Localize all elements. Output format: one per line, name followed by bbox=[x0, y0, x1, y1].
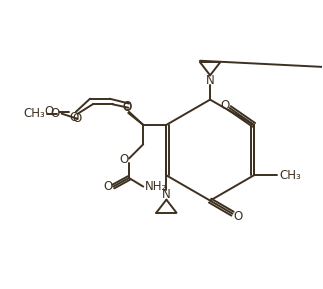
Text: O: O bbox=[103, 180, 113, 193]
Text: NH₂: NH₂ bbox=[145, 180, 167, 193]
Text: O: O bbox=[119, 153, 128, 166]
Text: O: O bbox=[72, 112, 81, 125]
Text: CH₃: CH₃ bbox=[279, 169, 301, 182]
Text: O: O bbox=[233, 210, 243, 223]
Text: CH₃: CH₃ bbox=[24, 107, 46, 120]
Text: O: O bbox=[69, 110, 78, 123]
Text: O: O bbox=[122, 101, 132, 114]
Text: N: N bbox=[162, 188, 171, 201]
Text: O: O bbox=[51, 107, 60, 120]
Text: O: O bbox=[122, 100, 131, 113]
Text: N: N bbox=[206, 74, 214, 87]
Text: O: O bbox=[44, 105, 53, 118]
Text: O: O bbox=[220, 99, 229, 112]
